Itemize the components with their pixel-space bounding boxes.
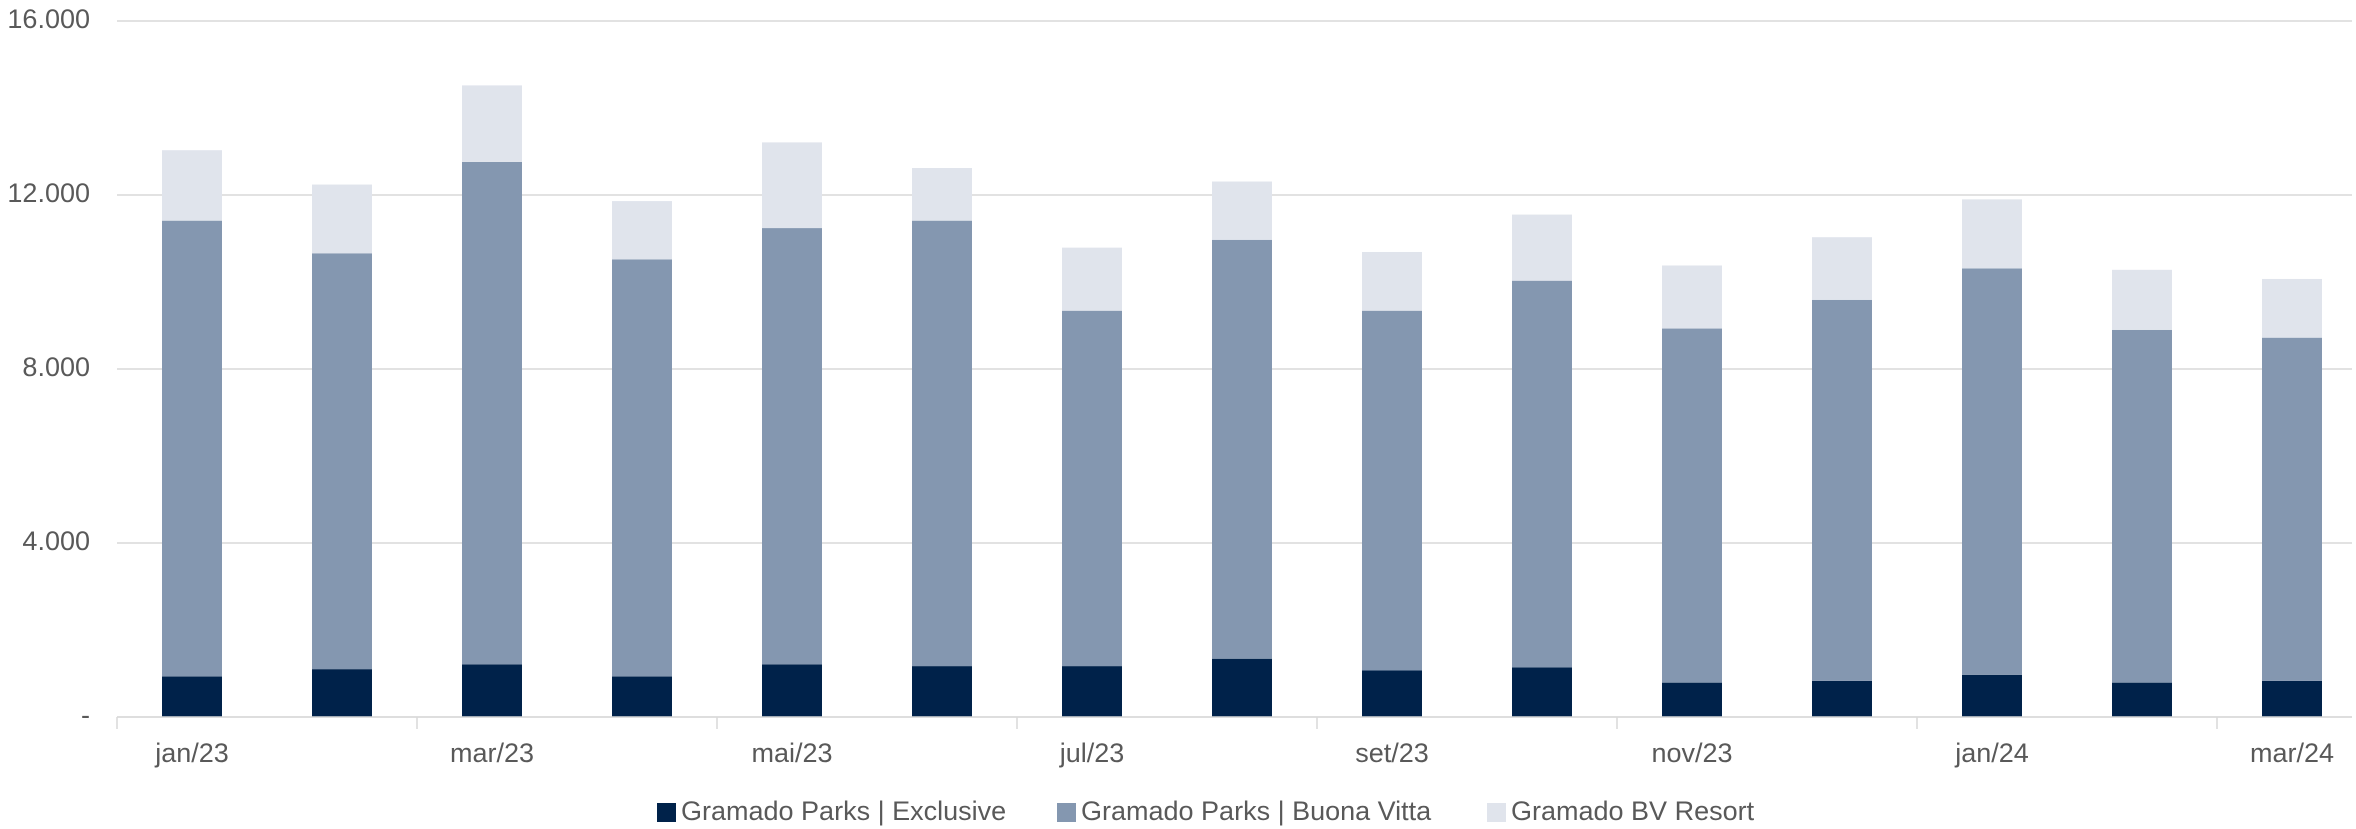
bar-segment xyxy=(2112,682,2172,717)
bar-segment xyxy=(912,666,972,717)
bar-segment xyxy=(1212,181,1272,240)
legend-swatch xyxy=(657,803,676,822)
y-tick-label: - xyxy=(81,700,90,730)
legend-swatch xyxy=(1057,803,1076,822)
legend-swatch xyxy=(1487,803,1506,822)
bar-segment xyxy=(162,676,222,717)
bar-segment xyxy=(2262,278,2322,338)
y-tick-label: 4.000 xyxy=(22,526,90,556)
bar-segment xyxy=(1962,674,2022,717)
bar-segment xyxy=(162,150,222,221)
bar-segment xyxy=(162,220,222,677)
bar-segment xyxy=(462,85,522,162)
legend-label: Gramado Parks | Buona Vitta xyxy=(1081,796,1432,826)
bar-segment xyxy=(1662,328,1722,683)
y-tick-label: 8.000 xyxy=(22,352,90,382)
x-tick-label: set/23 xyxy=(1355,738,1429,768)
legend-label: Gramado Parks | Exclusive xyxy=(681,796,1006,826)
bar-segment xyxy=(1062,310,1122,667)
bar-segment xyxy=(312,184,372,254)
bar-segment xyxy=(1662,682,1722,717)
x-tick-label: jul/23 xyxy=(1059,738,1125,768)
bar-segment xyxy=(2112,329,2172,683)
bar-segment xyxy=(312,669,372,717)
bar-segment xyxy=(1212,658,1272,717)
bar-segment xyxy=(762,228,822,665)
bar-segment xyxy=(312,253,372,670)
bar-segment xyxy=(1512,214,1572,281)
x-tick-label: mar/24 xyxy=(2250,738,2334,768)
bar-segment xyxy=(462,664,522,717)
bar-segment xyxy=(762,142,822,229)
bar-segment xyxy=(2262,680,2322,717)
bar-segment xyxy=(612,201,672,260)
bar-segment xyxy=(1362,310,1422,671)
x-tick-label: mai/23 xyxy=(751,738,832,768)
bar-segment xyxy=(1362,670,1422,717)
bar-segment xyxy=(1212,239,1272,659)
bar-segment xyxy=(762,664,822,717)
bar-segment xyxy=(1062,247,1122,311)
bar-segment xyxy=(2262,337,2322,681)
bar-segment xyxy=(1062,666,1122,717)
bar-segment xyxy=(1812,237,1872,300)
x-tick-label: jan/23 xyxy=(154,738,229,768)
bar-segment xyxy=(612,259,672,677)
bar-segment xyxy=(1962,268,2022,675)
legend-label: Gramado BV Resort xyxy=(1511,796,1755,826)
y-tick-label: 16.000 xyxy=(7,4,90,34)
bar-segment xyxy=(1962,199,2022,269)
bar-segment xyxy=(912,220,972,667)
bar-segment xyxy=(2112,269,2172,330)
x-tick-label: jan/24 xyxy=(1954,738,2029,768)
x-tick-label: mar/23 xyxy=(450,738,534,768)
bar-segment xyxy=(1362,251,1422,311)
bar-segment xyxy=(1812,299,1872,681)
x-tick-label: nov/23 xyxy=(1651,738,1732,768)
bar-segment xyxy=(1662,265,1722,329)
bar-segment xyxy=(912,168,972,221)
bar-segment xyxy=(1512,280,1572,668)
y-tick-label: 12.000 xyxy=(7,178,90,208)
bar-segment xyxy=(462,161,522,665)
bar-segment xyxy=(1812,680,1872,717)
bar-segment xyxy=(612,676,672,717)
bar-segment xyxy=(1512,667,1572,717)
